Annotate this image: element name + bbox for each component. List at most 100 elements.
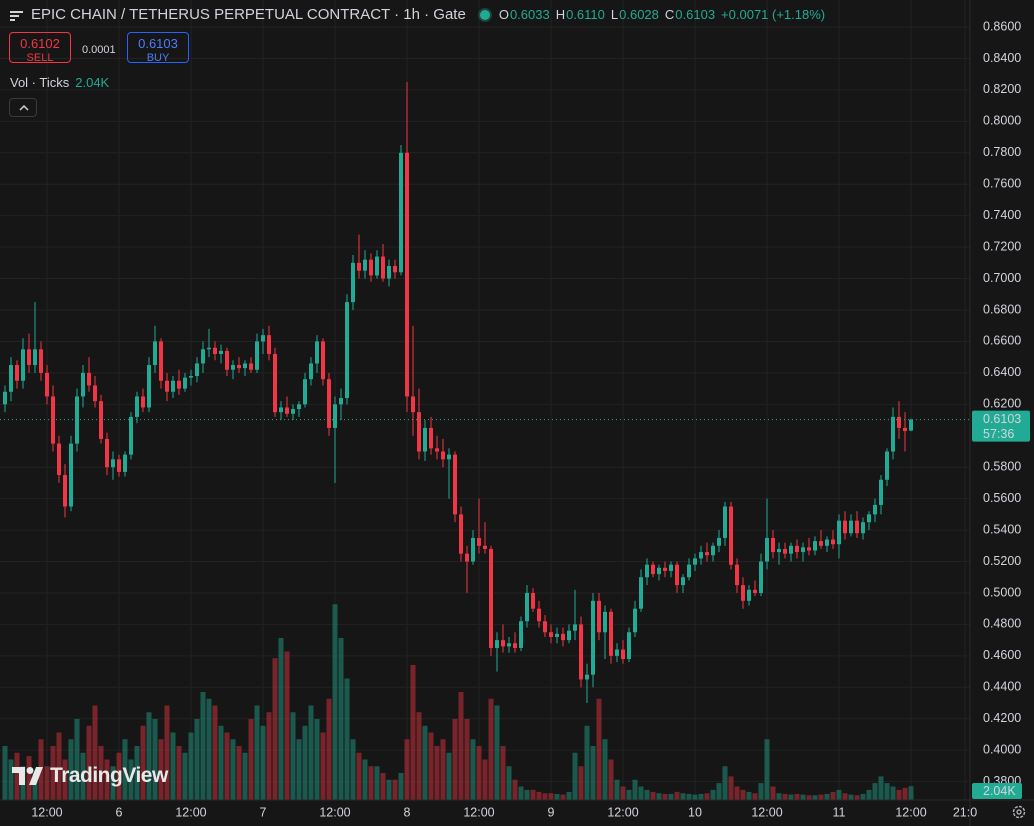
volume-bar bbox=[26, 756, 32, 800]
volume-bar bbox=[890, 786, 896, 800]
header: EPIC CHAIN / TETHERUS PERPETUAL CONTRACT… bbox=[31, 6, 825, 23]
volume-bar bbox=[350, 739, 356, 800]
volume-bar bbox=[548, 793, 554, 800]
volume-bar bbox=[866, 789, 872, 800]
volume-title: Vol · Ticks bbox=[10, 75, 70, 90]
candle-body bbox=[729, 506, 734, 565]
y-tick-label: 0.4800 bbox=[983, 617, 1021, 631]
volume-bar bbox=[692, 794, 698, 800]
volume-bar bbox=[140, 725, 146, 800]
volume-bar bbox=[74, 719, 80, 800]
y-tick-label: 0.4200 bbox=[983, 711, 1021, 725]
candle-body bbox=[248, 363, 253, 370]
candle-body bbox=[765, 537, 770, 562]
candle-body bbox=[663, 567, 668, 571]
sell-label: SELL bbox=[26, 52, 54, 64]
volume-bar bbox=[506, 766, 512, 800]
volume-bar bbox=[836, 789, 842, 800]
volume-bar bbox=[68, 739, 74, 800]
change: +0.0071 (+1.18%) bbox=[721, 7, 826, 22]
volume-bar bbox=[164, 705, 170, 800]
volume-bar bbox=[434, 746, 440, 800]
candle-body bbox=[236, 365, 241, 369]
candle-body bbox=[134, 396, 139, 417]
volume-bar bbox=[206, 698, 212, 800]
candle-body bbox=[807, 547, 812, 551]
candle-body bbox=[771, 537, 776, 553]
volume-bar bbox=[740, 789, 746, 800]
volume-bar bbox=[320, 732, 326, 800]
candle-body bbox=[879, 479, 884, 505]
volume-bar bbox=[236, 746, 242, 800]
volume-bar bbox=[194, 719, 200, 800]
candle-body bbox=[104, 438, 109, 468]
x-tick-label: 12:00 bbox=[751, 805, 782, 819]
volume-bar bbox=[794, 793, 800, 800]
volume-bar bbox=[422, 725, 428, 800]
candle-body bbox=[741, 585, 746, 601]
volume-tag-label: 2.04K bbox=[983, 784, 1016, 798]
candle-body bbox=[386, 265, 391, 279]
candle-body bbox=[170, 380, 175, 392]
volume-bar bbox=[620, 786, 626, 800]
candle-body bbox=[687, 564, 692, 578]
volume-bar bbox=[860, 793, 866, 800]
y-tick-label: 0.6200 bbox=[983, 397, 1021, 411]
y-tick-label: 0.5200 bbox=[983, 554, 1021, 568]
candle-body bbox=[483, 545, 487, 549]
candle-body bbox=[80, 372, 85, 397]
x-tick-label: 12:00 bbox=[319, 805, 350, 819]
candle-body bbox=[176, 380, 181, 389]
candle-body bbox=[531, 592, 536, 609]
x-tick-label: 12:00 bbox=[175, 805, 206, 819]
time-axis bbox=[0, 800, 970, 826]
volume-value: 2.04K bbox=[75, 75, 110, 90]
candle-body bbox=[110, 459, 115, 468]
volume-bar bbox=[686, 793, 692, 800]
candle-body bbox=[891, 416, 896, 452]
candle-body bbox=[458, 514, 463, 554]
candle-body bbox=[272, 354, 277, 413]
volume-bar bbox=[800, 794, 806, 800]
sell-button[interactable]: 0.6102 SELL bbox=[9, 32, 71, 64]
ohlc-key: C bbox=[664, 7, 675, 22]
x-tick-label: 12:00 bbox=[463, 805, 494, 819]
collapse-button[interactable] bbox=[9, 98, 37, 117]
status-dot bbox=[479, 9, 490, 20]
volume-bar bbox=[734, 786, 740, 800]
candle-body bbox=[266, 335, 271, 355]
volume-bar bbox=[344, 678, 350, 800]
candle-body bbox=[909, 419, 914, 431]
candle-body bbox=[380, 256, 385, 279]
volume-bar bbox=[116, 752, 122, 800]
candle-body bbox=[855, 520, 860, 534]
volume-bar bbox=[104, 759, 110, 800]
candle-body bbox=[26, 349, 31, 366]
volume-bar bbox=[602, 739, 608, 800]
volume-bar bbox=[806, 795, 812, 800]
volume-bar bbox=[134, 746, 140, 800]
volume-bar bbox=[482, 759, 488, 800]
volume-bar bbox=[224, 732, 230, 800]
candle-body bbox=[8, 365, 13, 392]
candle-body bbox=[885, 451, 890, 480]
buy-button[interactable]: 0.6103 BUY bbox=[127, 32, 189, 64]
volume-bar bbox=[458, 692, 464, 800]
candle-body bbox=[440, 451, 445, 460]
volume-bar bbox=[818, 794, 824, 800]
volume-bar bbox=[758, 783, 764, 800]
candle-body bbox=[735, 564, 740, 586]
candle-body bbox=[158, 341, 163, 381]
volume-bar bbox=[566, 791, 572, 800]
x-tick-label: 12:00 bbox=[895, 805, 926, 819]
ohlc-key: H bbox=[555, 7, 566, 22]
symbol-title[interactable]: EPIC CHAIN / TETHERUS PERPETUAL CONTRACT… bbox=[31, 6, 466, 23]
settings-icon[interactable] bbox=[1012, 805, 1026, 819]
candle-body bbox=[446, 454, 451, 460]
volume-bar bbox=[374, 766, 380, 800]
volume-bar bbox=[476, 746, 482, 800]
candle-body bbox=[513, 643, 518, 648]
volume-bar bbox=[326, 698, 332, 800]
x-tick-label: 12:00 bbox=[31, 805, 62, 819]
